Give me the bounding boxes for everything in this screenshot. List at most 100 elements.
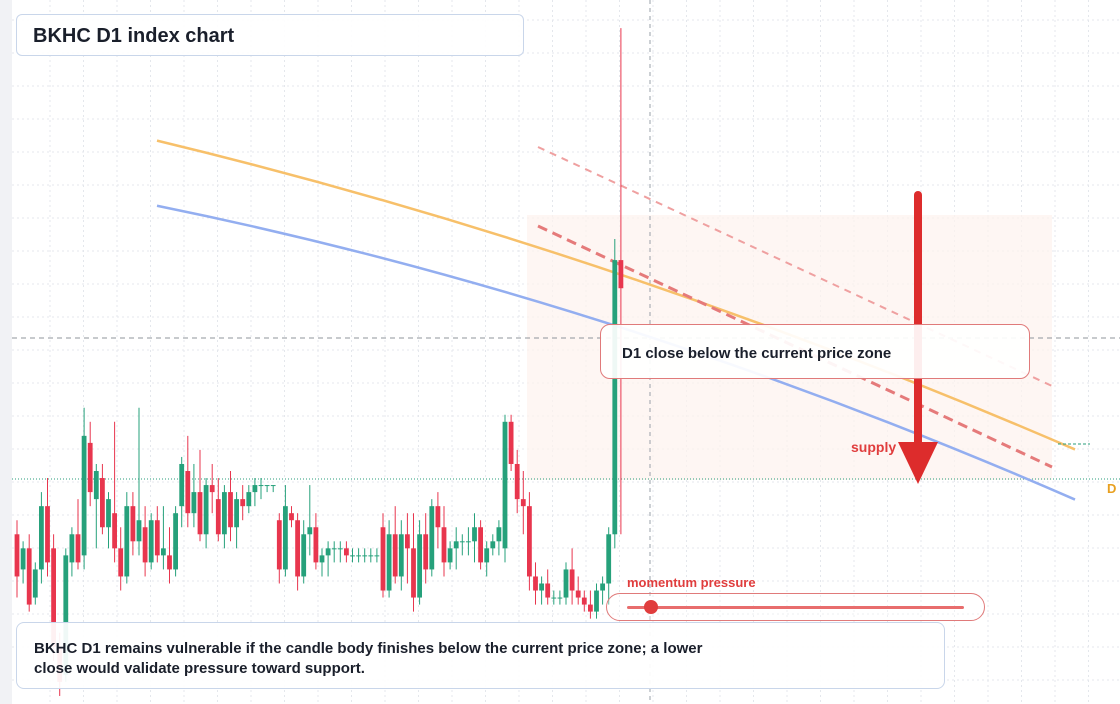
candle-body [124, 506, 130, 577]
supply-label: supply [851, 439, 897, 455]
candle-body [252, 485, 258, 493]
candle-body [69, 534, 75, 563]
candle-body [307, 527, 313, 535]
chart-title-panel: BKHC D1 index chart [16, 14, 524, 56]
candle-body [118, 548, 124, 577]
analysis-note: BKHC D1 remains vulnerable if the candle… [34, 640, 703, 677]
candle-body [185, 471, 191, 514]
candle-body [441, 527, 447, 563]
candle-body [374, 555, 380, 557]
candle-body [222, 492, 227, 535]
candle-body [557, 597, 563, 599]
candle-body [191, 492, 197, 514]
candle-body [14, 534, 20, 577]
analysis-note-panel: BKHC D1 remains vulnerable if the candle… [16, 622, 945, 689]
callout-text: D1 close below the current price zone [622, 345, 892, 362]
candle-body [167, 555, 172, 570]
candle-body [295, 520, 300, 577]
candle-body [161, 548, 166, 556]
candle-body [447, 548, 453, 563]
candle-body [588, 604, 593, 612]
candle-body [203, 485, 209, 535]
candle-body [405, 534, 410, 549]
candle-body [130, 506, 136, 542]
candle-body [606, 534, 612, 584]
candle-body [228, 492, 233, 528]
candle-body [362, 555, 368, 557]
candle-body [154, 520, 160, 556]
candle-body [484, 548, 490, 563]
candle-body [39, 506, 44, 570]
candle-body [51, 548, 56, 647]
candle-body [81, 435, 87, 556]
candle-body [600, 583, 605, 591]
candle-body [478, 527, 483, 563]
candle-body [569, 569, 575, 591]
candle-body [240, 499, 246, 507]
candle-body [490, 541, 496, 549]
momentum-label: momentum pressure [627, 575, 756, 590]
candle-body [417, 534, 422, 598]
candle-body [106, 499, 111, 528]
candle-body [386, 534, 392, 591]
candle-body [496, 527, 502, 542]
candle-body [264, 485, 270, 487]
candle-body [87, 442, 93, 493]
momentum-pressure-slider[interactable] [606, 593, 985, 621]
candle-body [368, 555, 374, 557]
candle-body [356, 555, 361, 557]
candle-body [380, 527, 386, 591]
left-axis-strip [0, 0, 12, 704]
candle-body [319, 555, 325, 563]
candle-body [197, 492, 203, 535]
candle-body [575, 590, 581, 598]
candle-body [539, 583, 544, 591]
candle-body [234, 499, 239, 528]
candle-body [466, 541, 471, 543]
candle-body [325, 548, 331, 556]
candle-body [258, 485, 264, 487]
candle-body [472, 527, 477, 542]
candle-body [344, 548, 349, 556]
candle-body [435, 506, 441, 528]
candle-body [459, 541, 465, 543]
candle-body [411, 548, 416, 598]
candle-body [618, 260, 624, 289]
candle-body [581, 597, 587, 605]
candle-body [20, 548, 26, 570]
candle-body [179, 463, 185, 507]
candle-body [398, 534, 404, 577]
candle-body [209, 485, 215, 493]
candle-body [100, 478, 105, 528]
candle-body [301, 534, 307, 577]
candle-body [289, 513, 294, 521]
candle-body [563, 569, 569, 598]
candle-body [453, 541, 459, 549]
candle-body [148, 520, 154, 563]
momentum-handle[interactable] [644, 600, 658, 614]
candle-body [93, 471, 99, 500]
price-marker-label: D [1107, 481, 1117, 496]
candle-body [45, 506, 50, 563]
candle-body [429, 506, 435, 570]
candle-body [533, 576, 538, 591]
candle-body [142, 527, 148, 563]
candle-body [508, 421, 514, 464]
candle-body [527, 506, 532, 577]
candle-body [173, 513, 178, 570]
candle-body [514, 463, 520, 500]
candle-body [26, 548, 32, 605]
candle-body [63, 555, 69, 675]
candle-body [392, 534, 398, 577]
candle-body [270, 485, 276, 487]
candle-body [337, 548, 343, 550]
candle-body [350, 555, 355, 557]
candle-body [594, 590, 599, 612]
trend-line-primary [537, 224, 1053, 469]
candle-body [423, 534, 429, 570]
candle-body [276, 520, 282, 570]
candle-body [520, 499, 526, 507]
candle-body [75, 534, 81, 563]
candle-body [313, 527, 319, 563]
